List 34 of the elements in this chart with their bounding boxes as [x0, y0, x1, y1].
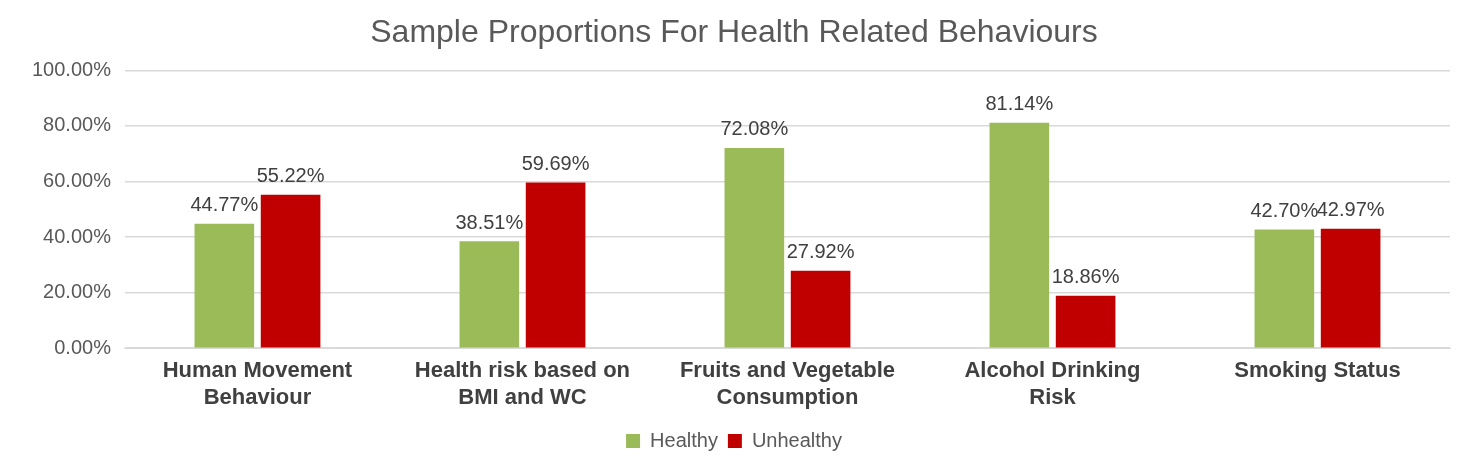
bar: [1320, 228, 1381, 348]
data-label: 42.97%: [1316, 198, 1385, 221]
bar: [1055, 295, 1116, 348]
x-tick-label: Fruits and Vegetable Consumption: [679, 357, 896, 409]
bar: [525, 182, 586, 348]
bar: [194, 223, 255, 348]
y-tick-label: 40.00%: [43, 224, 112, 247]
bar: [989, 122, 1050, 348]
bar: [260, 194, 321, 348]
chart-title: Sample Proportions For Health Related Behaviours: [370, 13, 1098, 50]
legend-label: Unhealthy: [751, 428, 842, 451]
data-label: 27.92%: [786, 240, 855, 263]
bar: [459, 241, 520, 348]
x-tick-label: Human Movement Behaviour: [162, 357, 353, 409]
data-label: 38.51%: [455, 210, 524, 233]
bar: [724, 147, 785, 348]
data-label: 59.69%: [521, 151, 590, 174]
y-tick-label: 80.00%: [43, 113, 112, 136]
bar: [1254, 229, 1315, 348]
bar: [790, 270, 851, 348]
data-label: 18.86%: [1051, 265, 1120, 288]
y-tick-label: 20.00%: [43, 280, 112, 303]
legend-label: Healthy: [650, 428, 718, 451]
x-tick-label: Alcohol Drinking Risk: [964, 357, 1141, 409]
data-label: 72.08%: [720, 117, 789, 140]
data-label: 42.70%: [1250, 199, 1319, 222]
x-tick-label: Smoking Status: [1234, 357, 1401, 383]
data-label: 55.22%: [256, 164, 325, 187]
y-tick-label: 60.00%: [43, 169, 112, 192]
data-label: 81.14%: [985, 92, 1054, 115]
x-tick-label: Health risk based on BMI and WC: [414, 357, 631, 409]
data-label: 44.77%: [190, 193, 259, 216]
y-tick-label: 100.00%: [31, 57, 112, 80]
y-tick-label: 0.00%: [54, 335, 112, 358]
